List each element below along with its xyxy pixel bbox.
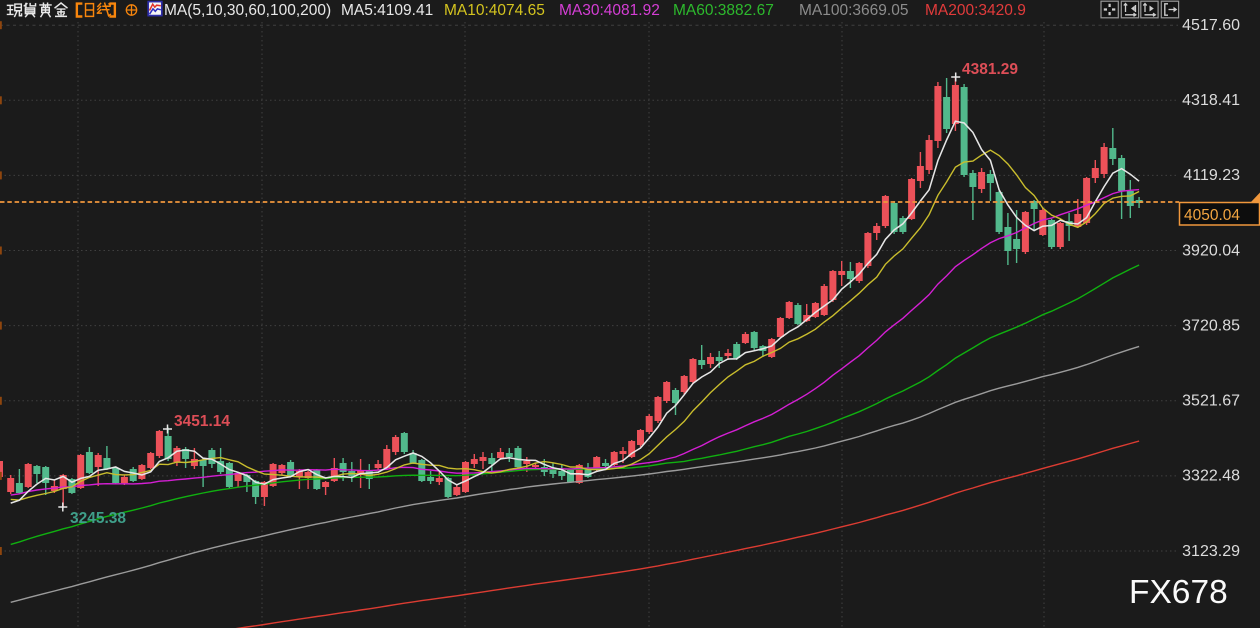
svg-text:4381.29: 4381.29 [962, 61, 1018, 78]
svg-text:3245.38: 3245.38 [70, 510, 126, 527]
svg-text:MA(5,10,30,60,100,200): MA(5,10,30,60,100,200) [164, 2, 331, 19]
svg-text:MA60:3882.67: MA60:3882.67 [673, 2, 774, 19]
svg-text:4517.60: 4517.60 [1182, 17, 1240, 34]
svg-text:4119.23: 4119.23 [1183, 167, 1240, 184]
svg-text:3451.14: 3451.14 [174, 413, 230, 430]
svg-text:MA200:3420.9: MA200:3420.9 [925, 2, 1026, 19]
svg-text:4318.41: 4318.41 [1182, 92, 1240, 109]
svg-text:MA10:4074.65: MA10:4074.65 [444, 2, 545, 19]
svg-text:4050.04: 4050.04 [1184, 207, 1240, 224]
svg-text:3123.29: 3123.29 [1182, 543, 1240, 560]
svg-text:MA30:4081.92: MA30:4081.92 [559, 2, 660, 19]
svg-text:MA100:3669.05: MA100:3669.05 [799, 2, 908, 19]
svg-text:3521.67: 3521.67 [1182, 393, 1240, 410]
svg-text:3322.48: 3322.48 [1182, 468, 1240, 485]
svg-text:MA5:4109.41: MA5:4109.41 [341, 2, 433, 19]
svg-text:3720.85: 3720.85 [1182, 317, 1240, 334]
svg-text:3920.04: 3920.04 [1182, 242, 1240, 259]
svg-text:FX678: FX678 [1129, 574, 1228, 611]
